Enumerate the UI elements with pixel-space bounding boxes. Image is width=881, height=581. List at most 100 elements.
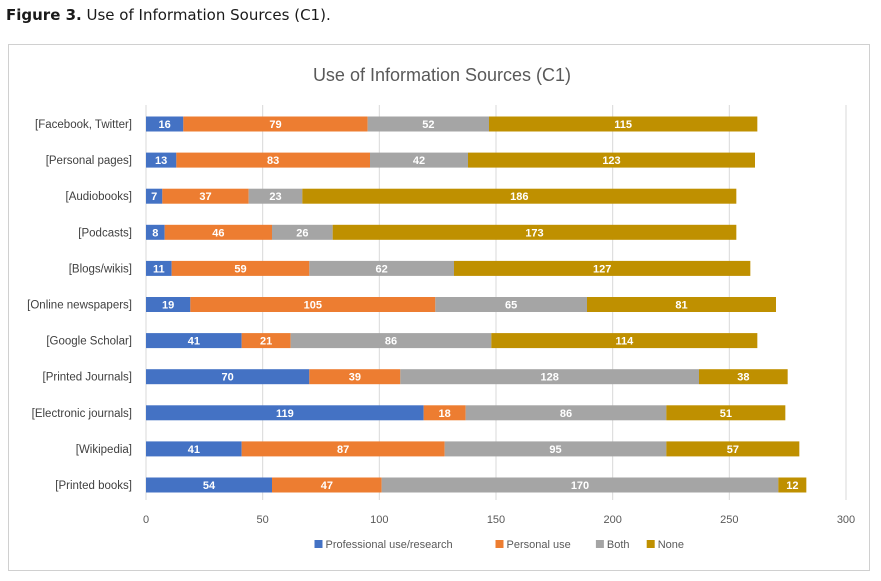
legend-label: Both bbox=[607, 539, 630, 551]
bar-segment bbox=[290, 333, 492, 349]
bar-segment bbox=[190, 297, 436, 312]
bar-segment bbox=[162, 188, 249, 204]
bar-segment bbox=[465, 405, 667, 421]
data-label: 62 bbox=[376, 263, 388, 275]
data-label: 123 bbox=[602, 155, 620, 167]
bar-segment bbox=[146, 369, 310, 385]
data-label: 87 bbox=[337, 444, 349, 456]
bar-segment bbox=[309, 369, 401, 385]
category-label: [Podcasts] bbox=[78, 227, 132, 239]
data-label: 127 bbox=[593, 263, 611, 275]
bar-segment bbox=[302, 188, 737, 204]
data-label: 23 bbox=[269, 191, 281, 203]
data-label: 86 bbox=[560, 408, 572, 420]
data-label: 105 bbox=[304, 300, 322, 312]
category-label: [Personal pages] bbox=[46, 155, 132, 167]
bar-segment bbox=[146, 116, 184, 132]
stacked-bar-chart: Use of Information Sources (C1) [Faceboo… bbox=[27, 65, 855, 551]
bar-segment bbox=[489, 116, 758, 132]
x-tick-label: 50 bbox=[257, 514, 269, 526]
bar-segment bbox=[272, 477, 382, 493]
data-label: 83 bbox=[267, 155, 279, 167]
data-label: 173 bbox=[525, 227, 543, 239]
chart-frame: Use of Information Sources (C1) [Faceboo… bbox=[8, 44, 870, 571]
category-label: [Printed Journals] bbox=[43, 372, 133, 384]
data-label: 79 bbox=[269, 119, 281, 131]
data-label: 18 bbox=[439, 408, 451, 420]
data-label: 26 bbox=[296, 227, 308, 239]
category-label: [Facebook, Twitter] bbox=[35, 119, 132, 131]
legend-swatch bbox=[595, 540, 604, 548]
category-labels: [Facebook, Twitter] [Personal pages] [Audi… bbox=[27, 119, 132, 492]
bar-segment bbox=[468, 152, 755, 168]
data-label: 7 bbox=[151, 191, 157, 203]
data-label: 51 bbox=[720, 408, 732, 420]
data-label: 54 bbox=[203, 480, 216, 492]
legend-label: Personal use bbox=[507, 539, 571, 551]
legend-swatch bbox=[495, 540, 504, 548]
category-label: [Audiobooks] bbox=[66, 191, 133, 203]
bar-segment bbox=[241, 333, 291, 349]
bar-segment bbox=[367, 116, 489, 132]
data-label: 41 bbox=[188, 444, 200, 456]
data-label: 11 bbox=[153, 263, 165, 275]
category-label: [Google Scholar] bbox=[46, 336, 132, 348]
bar-segment bbox=[491, 333, 758, 349]
bar-segment bbox=[370, 152, 468, 168]
bar-segment bbox=[699, 369, 788, 385]
data-label: 16 bbox=[159, 119, 171, 131]
figure-caption-text: Use of Information Sources (C1). bbox=[86, 6, 331, 24]
x-tick-label: 100 bbox=[370, 514, 388, 526]
data-label: 39 bbox=[349, 372, 361, 384]
data-label: 65 bbox=[505, 300, 517, 312]
legend-swatch bbox=[646, 540, 655, 548]
bar-segment bbox=[176, 152, 370, 168]
x-tick-label: 150 bbox=[487, 514, 505, 526]
bar-segment bbox=[272, 224, 333, 240]
legend-label: None bbox=[658, 539, 684, 551]
bar-segment bbox=[164, 224, 272, 240]
bar-segment bbox=[146, 224, 165, 240]
x-tick-labels: 0 50 100 150 200 250 300 bbox=[143, 514, 855, 526]
data-label: 170 bbox=[571, 480, 589, 492]
bar-segment bbox=[381, 477, 779, 493]
data-label: 37 bbox=[199, 191, 211, 203]
bar-segment bbox=[146, 152, 177, 168]
bar-segment bbox=[778, 477, 807, 493]
data-label: 114 bbox=[615, 336, 634, 348]
bar-segment bbox=[171, 260, 310, 276]
bar-segment bbox=[444, 441, 667, 457]
data-label: 86 bbox=[385, 336, 397, 348]
legend: Professional use/research Personal use Bot… bbox=[314, 539, 684, 551]
data-label: 81 bbox=[675, 300, 687, 312]
data-label: 128 bbox=[540, 372, 558, 384]
bar-segment bbox=[146, 477, 272, 493]
x-tick-label: 250 bbox=[720, 514, 738, 526]
chart-title: Use of Information Sources (C1) bbox=[313, 65, 571, 85]
bar-segment bbox=[332, 224, 737, 240]
bar-segment bbox=[146, 333, 242, 349]
legend-label: Professional use/research bbox=[326, 539, 453, 551]
bar-segment bbox=[309, 260, 454, 276]
bar-segment bbox=[435, 297, 587, 312]
data-label: 12 bbox=[786, 480, 798, 492]
data-label: 19 bbox=[162, 300, 174, 312]
bar-segment bbox=[146, 297, 191, 312]
data-label: 38 bbox=[737, 372, 749, 384]
data-label: 115 bbox=[614, 119, 632, 131]
data-label: 95 bbox=[549, 444, 561, 456]
category-label: [Online newspapers] bbox=[27, 300, 132, 312]
bar-segment bbox=[146, 260, 172, 276]
data-label: 8 bbox=[152, 227, 158, 239]
data-label: 59 bbox=[234, 263, 246, 275]
bar-segment bbox=[183, 116, 368, 132]
figure-label: Figure 3. bbox=[6, 6, 82, 24]
data-label: 47 bbox=[321, 480, 333, 492]
bar-segment bbox=[666, 405, 786, 421]
x-tick-label: 300 bbox=[837, 514, 855, 526]
data-label: 41 bbox=[188, 336, 200, 348]
data-label: 119 bbox=[276, 408, 294, 420]
bar-segment bbox=[666, 441, 800, 457]
bar-segment bbox=[423, 405, 466, 421]
bar-segment bbox=[146, 441, 242, 457]
